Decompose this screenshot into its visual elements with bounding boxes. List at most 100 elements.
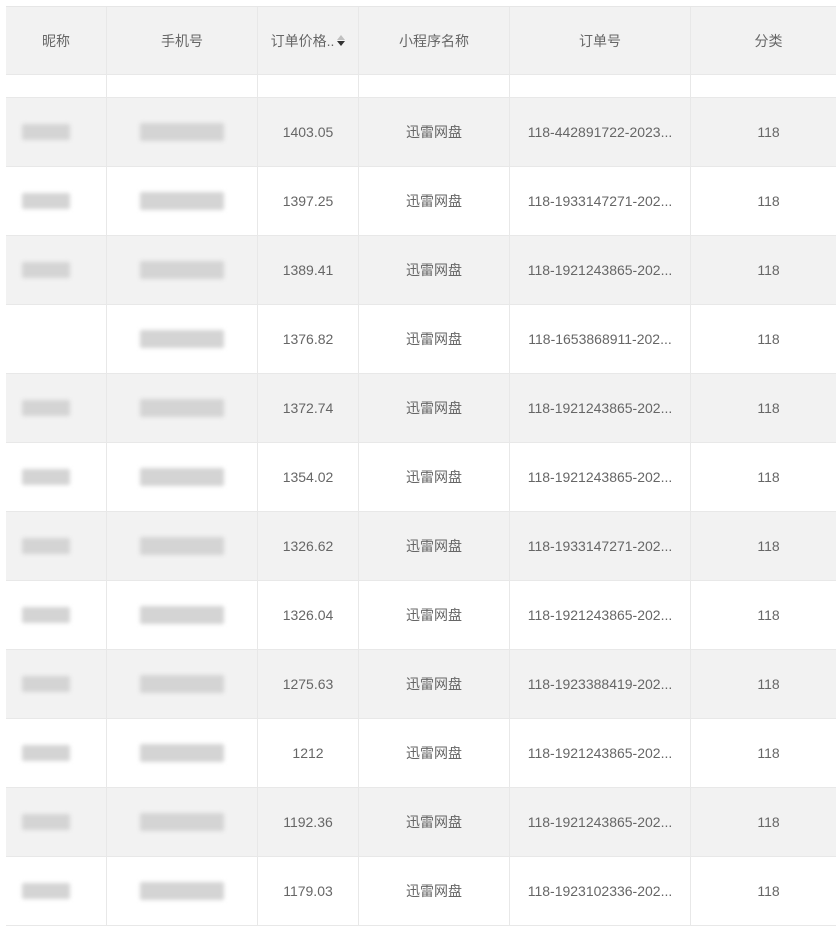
blurred-nickname <box>22 883 70 899</box>
table-row[interactable]: 1326.62 迅雷网盘 118-1933147271-202... 118 <box>6 512 836 581</box>
price-cell: 1326.04 <box>258 581 359 649</box>
blurred-phone <box>140 399 224 417</box>
blurred-phone <box>140 813 224 831</box>
category-cell: 118 <box>757 262 780 278</box>
category-cell: 118 <box>757 883 780 899</box>
table-row[interactable]: 1354.02 迅雷网盘 118-1921243865-202... 118 <box>6 443 836 512</box>
app-name-cell: 迅雷网盘 <box>359 374 510 442</box>
blurred-phone <box>140 744 224 762</box>
price-cell: 1403.05 <box>258 98 359 166</box>
table-row[interactable]: 1275.63 迅雷网盘 118-1923388419-202... 118 <box>6 650 836 719</box>
blurred-phone <box>140 468 224 486</box>
category-cell: 118 <box>757 538 780 554</box>
price-cell: 1179.03 <box>258 857 359 925</box>
phone-cell <box>107 167 258 235</box>
header-label: 订单价格.. <box>270 32 335 49</box>
header-category[interactable]: 分类 <box>691 7 836 74</box>
blurred-nickname <box>22 469 70 485</box>
price-cell: 1389.41 <box>258 236 359 304</box>
sort-icon[interactable] <box>337 35 346 46</box>
phone-cell <box>107 305 258 373</box>
phone-cell <box>107 581 258 649</box>
table-row[interactable]: 1212 迅雷网盘 118-1921243865-202... 118 <box>6 719 836 788</box>
phone-cell <box>107 650 258 718</box>
category-cell: 118 <box>757 331 780 347</box>
blurred-nickname <box>22 124 70 140</box>
blurred-nickname <box>22 400 70 416</box>
nickname-cell <box>6 98 107 166</box>
price-cell: 1372.74 <box>258 374 359 442</box>
order-number-cell: 118-1921243865-202... <box>510 581 691 649</box>
order-number-cell: 118-442891722-2023... <box>510 98 691 166</box>
blurred-phone <box>140 606 224 624</box>
table-row[interactable]: 1376.82 迅雷网盘 118-1653868911-202... 118 <box>6 305 836 374</box>
price-cell: 1212 <box>258 719 359 787</box>
blurred-nickname <box>22 676 70 692</box>
app-name-cell: 迅雷网盘 <box>359 236 510 304</box>
table-header: 昵称 手机号 订单价格.. 小程序名称 订单号 分类 <box>6 7 836 75</box>
category-cell: 118 <box>757 814 780 830</box>
price-cell: 1354.02 <box>258 443 359 511</box>
nickname-cell <box>6 788 107 856</box>
nickname-cell <box>6 167 107 235</box>
price-cell: 1192.36 <box>258 788 359 856</box>
order-number-cell: 118-1653868911-202... <box>510 305 691 373</box>
phone-cell <box>107 374 258 442</box>
blurred-nickname <box>22 193 70 209</box>
phone-cell <box>107 512 258 580</box>
blank-row <box>6 75 836 98</box>
table-row[interactable]: 1179.03 迅雷网盘 118-1923102336-202... 118 <box>6 857 836 926</box>
header-label: 分类 <box>754 32 783 49</box>
nickname-cell <box>6 857 107 925</box>
app-name-cell: 迅雷网盘 <box>359 719 510 787</box>
header-app-name[interactable]: 小程序名称 <box>359 7 510 74</box>
phone-cell <box>107 236 258 304</box>
blurred-nickname <box>22 262 70 278</box>
order-number-cell: 118-1921243865-202... <box>510 719 691 787</box>
blurred-nickname <box>22 538 70 554</box>
category-cell: 118 <box>757 607 780 623</box>
app-name-cell: 迅雷网盘 <box>359 443 510 511</box>
order-number-cell: 118-1921243865-202... <box>510 788 691 856</box>
category-cell: 118 <box>757 400 780 416</box>
table-row[interactable]: 1192.36 迅雷网盘 118-1921243865-202... 118 <box>6 788 836 857</box>
header-label: 小程序名称 <box>399 32 469 49</box>
price-cell: 1397.25 <box>258 167 359 235</box>
blurred-nickname <box>22 814 70 830</box>
category-cell: 118 <box>757 676 780 692</box>
table-row[interactable]: 1397.25 迅雷网盘 118-1933147271-202... 118 <box>6 167 836 236</box>
phone-cell <box>107 98 258 166</box>
app-name-cell: 迅雷网盘 <box>359 98 510 166</box>
order-number-cell: 118-1933147271-202... <box>510 167 691 235</box>
blurred-phone <box>140 261 224 279</box>
header-order-number[interactable]: 订单号 <box>510 7 691 74</box>
blurred-phone <box>140 192 224 210</box>
category-cell: 118 <box>757 469 780 485</box>
table-row[interactable]: 1326.04 迅雷网盘 118-1921243865-202... 118 <box>6 581 836 650</box>
table-row[interactable]: 1372.74 迅雷网盘 118-1921243865-202... 118 <box>6 374 836 443</box>
nickname-cell <box>6 650 107 718</box>
order-number-cell: 118-1923388419-202... <box>510 650 691 718</box>
price-cell: 1275.63 <box>258 650 359 718</box>
blurred-phone <box>140 675 224 693</box>
header-phone[interactable]: 手机号 <box>107 7 258 74</box>
order-number-cell: 118-1921243865-202... <box>510 236 691 304</box>
app-name-cell: 迅雷网盘 <box>359 788 510 856</box>
app-name-cell: 迅雷网盘 <box>359 512 510 580</box>
app-name-cell: 迅雷网盘 <box>359 650 510 718</box>
price-cell: 1376.82 <box>258 305 359 373</box>
category-cell: 118 <box>757 745 780 761</box>
blurred-phone <box>140 537 224 555</box>
table-row[interactable]: 1403.05 迅雷网盘 118-442891722-2023... 118 <box>6 98 836 167</box>
blurred-phone <box>140 123 224 141</box>
app-name-cell: 迅雷网盘 <box>359 857 510 925</box>
orders-table: 昵称 手机号 订单价格.. 小程序名称 订单号 分类 1403.05 迅雷网盘 11… <box>6 6 836 926</box>
header-nickname[interactable]: 昵称 <box>6 7 107 74</box>
nickname-cell <box>6 443 107 511</box>
table-row[interactable]: 1389.41 迅雷网盘 118-1921243865-202... 118 <box>6 236 836 305</box>
app-name-cell: 迅雷网盘 <box>359 581 510 649</box>
header-order-price[interactable]: 订单价格.. <box>258 7 359 74</box>
app-name-cell: 迅雷网盘 <box>359 167 510 235</box>
order-number-cell: 118-1933147271-202... <box>510 512 691 580</box>
phone-cell <box>107 719 258 787</box>
